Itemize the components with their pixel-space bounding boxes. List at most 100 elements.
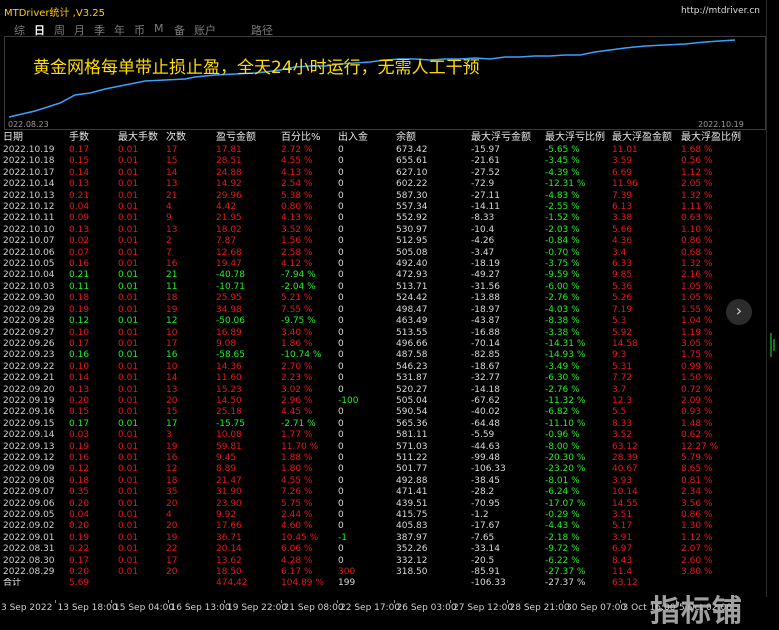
cell-bal: 501.77 bbox=[396, 464, 428, 475]
cell-max-lots: 0.01 bbox=[118, 236, 139, 247]
next-page-button[interactable]: › bbox=[726, 299, 752, 325]
table-row[interactable]: 2022.09.22 0.10 0.01 10 14.36 2.70 % 0 546.23 -1… bbox=[3, 362, 746, 373]
table-row[interactable]: 2022.10.10 0.13 0.01 13 18.02 3.52 % 0 530.97 -1… bbox=[3, 225, 746, 236]
cell-lots: 0.18 bbox=[69, 475, 90, 486]
cell-count: 18 bbox=[166, 293, 178, 304]
table-row[interactable]: 2022.09.09 0.12 0.01 12 8.89 1.80 % 0 501.77 -10… bbox=[3, 464, 746, 475]
column-header[interactable]: 盈亏金额 bbox=[216, 132, 256, 143]
table-row[interactable]: 2022.10.17 0.14 0.01 14 24.88 4.13 % 0 627.10 -2… bbox=[3, 168, 746, 179]
table-row[interactable]: 2022.10.07 0.02 0.01 2 7.87 1.56 % 0 512.95 -4.2… bbox=[3, 236, 746, 247]
table-row[interactable]: 2022.09.23 0.16 0.01 16 -58.65 -10.74 % 0 487.5… bbox=[3, 350, 746, 361]
table-row[interactable]: 2022.09.20 0.13 0.01 13 15.23 3.02 % 0 520.27 -1… bbox=[3, 385, 746, 396]
column-header[interactable]: 最大浮亏金额 bbox=[471, 132, 531, 143]
tab-4[interactable]: 季 bbox=[94, 24, 105, 37]
table-row[interactable]: 2022.10.13 0.21 0.01 21 29.96 5.38 % 0 587.30 -2… bbox=[3, 191, 746, 202]
cell-pct: -2.04 % bbox=[281, 281, 316, 292]
column-header[interactable]: 手数 bbox=[69, 132, 89, 143]
website-url[interactable]: http://mtdriver.cn bbox=[680, 6, 760, 16]
cell-lots: 0.20 bbox=[69, 567, 90, 578]
cell-flp: -4.43 % bbox=[545, 521, 580, 532]
cell-bal: 673.42 bbox=[396, 145, 428, 155]
cell-count: 20 bbox=[166, 567, 178, 578]
table-row[interactable]: 2022.10.05 0.16 0.01 16 19.47 4.12 % 0 492.40 -1… bbox=[3, 259, 746, 270]
cell-fpp: 1.32 % bbox=[681, 259, 713, 270]
table-row[interactable]: 2022.09.08 0.18 0.01 18 21.47 4.55 % 0 492.88 -3… bbox=[3, 476, 746, 487]
table-row[interactable]: 2022.09.02 0.20 0.01 20 17.66 4.60 % 0 405.83 -1… bbox=[3, 521, 746, 532]
table-row[interactable]: 2022.10.12 0.04 0.01 4 4.42 0.80 % 0 557.34 -14.… bbox=[3, 202, 746, 213]
table-row[interactable]: 2022.09.16 0.15 0.01 15 25.18 4.45 % 0 590.54 -4… bbox=[3, 407, 746, 418]
cell-pct: 7.26 % bbox=[281, 487, 313, 498]
table-row[interactable]: 2022.09.05 0.04 0.01 4 9.92 2.44 % 0 415.75 -1.2… bbox=[3, 510, 746, 521]
cell-fpp: 1.11 % bbox=[681, 202, 713, 213]
tab-0[interactable]: 综 bbox=[14, 24, 25, 37]
table-row[interactable]: 2022.09.06 0.20 0.01 20 23.90 5.75 % 0 439.51 -7… bbox=[3, 499, 746, 510]
tab-2[interactable]: 周 bbox=[54, 24, 65, 37]
cell-io: 0 bbox=[338, 224, 344, 235]
table-row[interactable]: 2022.10.14 0.13 0.01 13 14.92 2.54 % 0 602.22 -7… bbox=[3, 179, 746, 190]
column-header[interactable]: 余额 bbox=[396, 132, 416, 143]
column-header[interactable]: 次数 bbox=[166, 132, 186, 143]
tab-path[interactable]: 路径 bbox=[251, 24, 273, 37]
cell-count: 14 bbox=[166, 373, 178, 384]
column-header[interactable]: 最大浮亏比例 bbox=[545, 132, 605, 143]
cell-lots: 0.20 bbox=[69, 498, 90, 509]
tab-5[interactable]: 年 bbox=[114, 24, 125, 37]
table-row[interactable]: 2022.10.11 0.09 0.01 9 21.95 4.13 % 0 552.92 -8.… bbox=[3, 213, 746, 224]
table-row[interactable]: 2022.08.31 0.22 0.01 22 20.14 6.06 % 0 352.26 -3… bbox=[3, 544, 746, 555]
table-header-row: 日期 手数 最大手数 次数 盈亏金额 百分比% 出入金 余额 最大浮亏金额 最大浮亏比例 最大浮盈金… bbox=[3, 131, 746, 145]
column-header[interactable]: 日期 bbox=[3, 132, 23, 143]
cell-pct: 3.02 % bbox=[281, 384, 313, 395]
column-header[interactable]: 最大浮盈金额 bbox=[612, 132, 672, 143]
tab-8[interactable]: 备 bbox=[174, 24, 185, 37]
tab-6[interactable]: 币 bbox=[134, 24, 145, 37]
tab-7[interactable]: M bbox=[154, 22, 164, 35]
table-row[interactable]: 2022.09.26 0.17 0.01 17 9.08 1.86 % 0 496.66 -70… bbox=[3, 339, 746, 350]
table-row[interactable]: 2022.09.30 0.18 0.01 18 25.95 5.21 % 0 524.42 -1… bbox=[3, 293, 746, 304]
cell-max-lots: 0.01 bbox=[118, 521, 139, 532]
table-row[interactable]: 2022.09.01 0.19 0.01 19 36.71 10.45 % -1 387.97… bbox=[3, 533, 746, 544]
table-row[interactable]: 2022.09.12 0.16 0.01 16 9.45 1.88 % 0 511.22 -99… bbox=[3, 453, 746, 464]
total-max-lots bbox=[118, 578, 166, 589]
cell-pct: 1.86 % bbox=[281, 338, 313, 349]
cell-max-lots: 0.01 bbox=[118, 304, 139, 315]
table-row[interactable]: 2022.09.14 0.03 0.01 3 10.08 1.77 % 0 581.11 -5.… bbox=[3, 430, 746, 441]
cell-date: 2022.09.30 bbox=[3, 293, 55, 304]
cell-max-lots: 0.01 bbox=[118, 156, 139, 167]
table-row[interactable]: 2022.09.07 0.35 0.01 35 31.90 7.26 % 0 471.41 -2… bbox=[3, 487, 746, 498]
table-row[interactable]: 2022.09.13 0.19 0.01 19 59.81 11.70 % 0 571.03 -… bbox=[3, 442, 746, 453]
table-row[interactable]: 2022.09.27 0.10 0.01 10 16.89 3.40 % 0 513.55 -1… bbox=[3, 328, 746, 339]
column-header[interactable]: 最大浮盈比例 bbox=[681, 132, 741, 143]
cell-bal: 530.97 bbox=[396, 224, 428, 235]
table-row[interactable]: 2022.09.15 0.17 0.01 17 -15.75 -2.71 % 0 565.36… bbox=[3, 419, 746, 430]
cell-fl: -44.63 bbox=[471, 441, 501, 452]
cell-fpp: 0.81 % bbox=[681, 475, 713, 486]
table-row[interactable]: 2022.09.19 0.20 0.01 20 14.50 2.96 % -100 505.0… bbox=[3, 396, 746, 407]
tab-3[interactable]: 月 bbox=[74, 24, 85, 37]
table-row[interactable]: 2022.09.21 0.14 0.01 14 11.60 2.23 % 0 531.87 -3… bbox=[3, 373, 746, 384]
tab-9[interactable]: 账户 bbox=[194, 24, 216, 37]
table-row[interactable]: 2022.09.29 0.19 0.01 19 34.98 7.55 % 0 498.47 -1… bbox=[3, 305, 746, 316]
cell-fp: 63.12 bbox=[612, 441, 638, 452]
table-row[interactable]: 2022.10.04 0.21 0.01 21 -40.78 -7.94 % 0 472.93… bbox=[3, 270, 746, 281]
cell-io: 0 bbox=[338, 441, 344, 452]
cell-flp: -2.76 % bbox=[545, 293, 580, 304]
column-header[interactable]: 最大手数 bbox=[118, 132, 158, 143]
cell-bal: 505.04 bbox=[396, 395, 428, 406]
table-row[interactable]: 2022.10.18 0.15 0.01 15 28.51 4.55 % 0 655.61 -2… bbox=[3, 156, 746, 167]
cell-fl: -1.2 bbox=[471, 510, 489, 520]
column-header[interactable]: 百分比% bbox=[281, 132, 321, 143]
table-row[interactable]: 2022.10.03 0.11 0.01 11 -10.71 -2.04 % 0 513.71… bbox=[3, 282, 746, 293]
table-row[interactable]: 2022.09.28 0.12 0.01 12 -50.06 -9.75 % 0 463.49… bbox=[3, 316, 746, 327]
cell-pct: 2.23 % bbox=[281, 373, 313, 384]
table-row[interactable]: 2022.08.29 0.20 0.01 20 18.50 6.17 % 300 318.50… bbox=[3, 567, 746, 578]
cell-count: 15 bbox=[166, 407, 178, 418]
cell-bal: 565.36 bbox=[396, 418, 428, 429]
table-row[interactable]: 2022.08.30 0.17 0.01 17 13.62 4.28 % 0 332.12 -2… bbox=[3, 556, 746, 567]
tab-1[interactable]: 日 bbox=[34, 24, 45, 37]
column-header[interactable]: 出入金 bbox=[338, 132, 368, 143]
cell-fl: -49.27 bbox=[471, 270, 501, 281]
table-row[interactable]: 2022.10.06 0.07 0.01 7 12.68 2.58 % 0 505.08 -3.… bbox=[3, 248, 746, 259]
cell-count: 19 bbox=[166, 532, 178, 543]
cell-flp: -6.24 % bbox=[545, 487, 580, 498]
table-row[interactable]: 2022.10.19 0.17 0.01 17 17.81 2.72 % 0 673.42 -1… bbox=[3, 145, 746, 156]
